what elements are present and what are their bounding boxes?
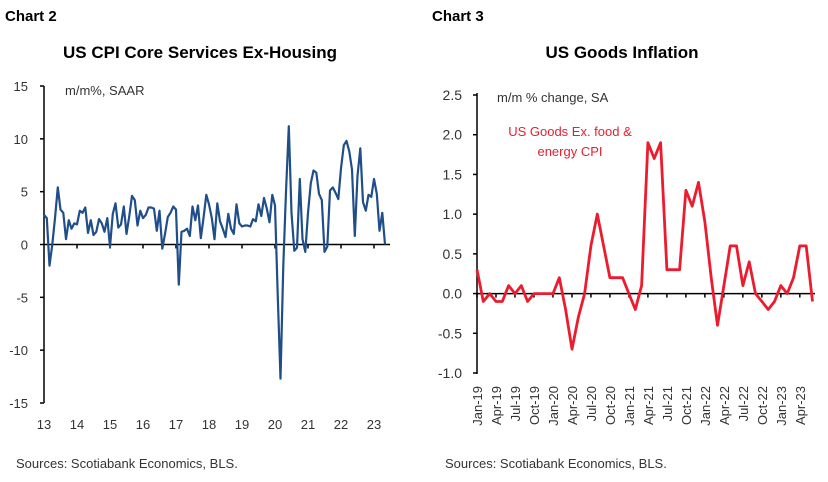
- chart3-x-tick-label: Jan-23: [774, 386, 789, 426]
- chart2-x-tick-label: 22: [334, 417, 348, 432]
- chart2-x-tick-label: 18: [202, 417, 216, 432]
- chart2-y-tick-label: 5: [21, 185, 28, 200]
- chart3-title: US Goods Inflation: [546, 43, 699, 62]
- chart3-y-tick-label: 2.0: [443, 127, 463, 143]
- chart2-x-tick-label: 15: [103, 417, 117, 432]
- chart2-x-tick-label: 13: [37, 417, 51, 432]
- chart3-x-tick-label: Apr-20: [565, 386, 580, 425]
- chart2-annotation: m/m%, SAAR: [65, 83, 144, 98]
- chart3-x-tick-label: Oct-20: [603, 386, 618, 425]
- chart2-series-line: [43, 125, 387, 380]
- chart3-y-tick-label: -0.5: [438, 325, 462, 341]
- chart3-x-tick-label: Jul-20: [584, 386, 599, 421]
- chart3-y-tick-label: 0.5: [443, 246, 463, 262]
- chart3-y-tick-label: 2.5: [443, 87, 463, 103]
- chart2-x-tick-label: 14: [70, 417, 84, 432]
- chart2: US CPI Core Services Ex-Housing m/m%, SA…: [9, 43, 390, 471]
- chart3-series-label-line1: US Goods Ex. food &: [508, 124, 632, 139]
- chart3-x-tick-label: Oct-21: [679, 386, 694, 425]
- chart2-x-tick-label: 16: [136, 417, 150, 432]
- chart3-annotation: m/m % change, SA: [497, 90, 609, 105]
- chart3-x-tick-label: Jul-21: [660, 386, 675, 421]
- chart2-y-tick-label: -15: [9, 396, 28, 411]
- chart2-source: Sources: Scotiabank Economics, BLS.: [16, 456, 238, 471]
- chart3-x-tick-label: Apr-23: [793, 386, 808, 425]
- chart3-label: Chart 3: [432, 8, 484, 25]
- chart3-x-tick-label: Oct-22: [755, 386, 770, 425]
- chart3-y-tick-label: 1.0: [443, 206, 463, 222]
- chart3-y-tick-label: 1.5: [443, 166, 463, 182]
- chart3: US Goods Inflation m/m % change, SA US G…: [438, 43, 815, 471]
- chart3-series-label-line2: energy CPI: [537, 144, 602, 159]
- chart3-x-tick-label: Jan-22: [698, 386, 713, 426]
- chart3-x-tick-label: Jul-19: [508, 386, 523, 421]
- chart2-x-tick-label: 21: [301, 417, 315, 432]
- chart2-title: US CPI Core Services Ex-Housing: [63, 43, 337, 62]
- chart2-x-tick-label: 20: [268, 417, 282, 432]
- chart3-x-tick-label: Jul-22: [736, 386, 751, 421]
- chart2-y-tick-label: 15: [14, 79, 28, 94]
- chart3-source: Sources: Scotiabank Economics, BLS.: [445, 456, 667, 471]
- chart2-x-tick-label: 17: [169, 417, 183, 432]
- chart3-y-tick-label: -1.0: [438, 365, 462, 381]
- chart2-y-tick-label: -10: [9, 343, 28, 358]
- chart3-x-tick-label: Jan-20: [546, 386, 561, 426]
- chart2-y-tick-label: 10: [14, 132, 28, 147]
- chart3-series-line: [475, 141, 814, 351]
- chart3-x-tick-label: Apr-21: [641, 386, 656, 425]
- chart3-y-tick-label: 0.0: [443, 286, 463, 302]
- chart3-x-tick-label: Oct-19: [527, 386, 542, 425]
- chart2-label: Chart 2: [5, 8, 57, 25]
- chart2-x-tick-label: 19: [235, 417, 249, 432]
- chart3-x-tick-label: Jan-21: [622, 386, 637, 426]
- chart2-y-tick-label: 0: [21, 238, 28, 253]
- chart3-x-tick-label: Apr-22: [717, 386, 732, 425]
- chart2-y-tick-label: -5: [16, 290, 28, 305]
- chart3-x-tick-label: Jan-19: [470, 386, 485, 426]
- chart2-x-tick-label: 23: [367, 417, 381, 432]
- chart3-x-tick-label: Apr-19: [489, 386, 504, 425]
